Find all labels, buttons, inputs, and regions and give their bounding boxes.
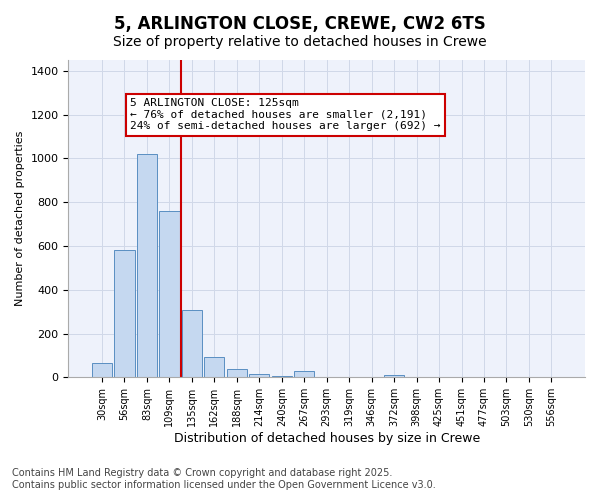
Bar — [204, 356, 224, 378]
Bar — [182, 310, 202, 378]
Text: 5, ARLINGTON CLOSE, CREWE, CW2 6TS: 5, ARLINGTON CLOSE, CREWE, CW2 6TS — [114, 15, 486, 33]
Y-axis label: Number of detached properties: Number of detached properties — [15, 131, 25, 306]
Bar — [227, 368, 247, 378]
Bar — [384, 375, 404, 378]
Bar — [249, 374, 269, 378]
Bar — [272, 376, 292, 378]
Bar — [92, 363, 112, 378]
Text: 5 ARLINGTON CLOSE: 125sqm
← 76% of detached houses are smaller (2,191)
24% of se: 5 ARLINGTON CLOSE: 125sqm ← 76% of detac… — [130, 98, 441, 132]
Bar — [294, 371, 314, 378]
X-axis label: Distribution of detached houses by size in Crewe: Distribution of detached houses by size … — [173, 432, 480, 445]
Text: Contains HM Land Registry data © Crown copyright and database right 2025.
Contai: Contains HM Land Registry data © Crown c… — [12, 468, 436, 490]
Bar — [159, 211, 179, 378]
Text: Size of property relative to detached houses in Crewe: Size of property relative to detached ho… — [113, 35, 487, 49]
Bar — [115, 250, 134, 378]
Bar — [137, 154, 157, 378]
